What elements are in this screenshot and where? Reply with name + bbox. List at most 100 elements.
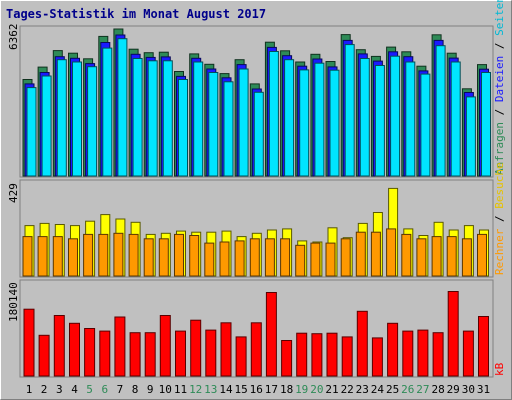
legend-anfragen: Anfragen: [493, 122, 506, 175]
visits-bar-rechner-19: [295, 244, 306, 277]
requests-bar-seiten-10: [162, 60, 173, 177]
requests-bar-seiten-28: [435, 45, 446, 177]
kb-bar-kb-22: [341, 336, 353, 377]
kb-bar-kb-26: [402, 330, 414, 377]
kb-bar-kb-2: [38, 334, 50, 377]
x-label-day-14: 14: [219, 383, 233, 396]
requests-bar-seiten-27: [420, 73, 431, 177]
requests-bar-seiten-6: [102, 47, 113, 177]
visits-bar-rechner-21: [325, 242, 336, 277]
requests-legend: Anfragen / Dateien / Seiten: [493, 0, 506, 175]
requests-bar-seiten-23: [359, 58, 370, 177]
kb-bar-kb-31: [478, 316, 489, 377]
x-label-day-3: 3: [56, 383, 63, 396]
legend-kb: kB: [493, 362, 506, 376]
requests-y-max-label: 6362: [7, 24, 20, 51]
visits-bar-rechner-31: [477, 233, 487, 277]
visits-bar-rechner-20: [310, 242, 321, 277]
kb-bar-kb-12: [190, 319, 202, 377]
chart-title: Tages-Statistik im Monat August 2017: [6, 7, 266, 21]
visits-bar-rechner-1: [22, 236, 33, 277]
kb-bar-kb-1: [23, 308, 35, 377]
kb-bar-kb-7: [114, 316, 126, 377]
visits-bar-rechner-28: [431, 236, 442, 277]
x-label-day-15: 15: [234, 383, 247, 396]
visits-bar-rechner-5: [83, 233, 94, 277]
requests-bar-seiten-15: [238, 68, 249, 177]
kb-bar-kb-9: [144, 332, 156, 377]
requests-bar-seiten-21: [329, 69, 340, 177]
visits-bar-rechner-2: [37, 236, 48, 277]
kb-bar-kb-18: [281, 340, 293, 377]
requests-panel: 6362 Anfragen / Dateien / Seiten: [7, 0, 506, 178]
legend-sep-3: /: [493, 209, 506, 229]
visits-y-max-label: 429: [7, 183, 20, 203]
kb-y-max-label: 180140: [7, 282, 20, 322]
requests-bar-seiten-25: [390, 55, 401, 177]
visits-bar-rechner-7: [113, 232, 124, 277]
kb-bar-kb-14: [220, 322, 232, 377]
kb-bar-kb-16: [250, 322, 262, 377]
visits-bar-rechner-25: [386, 228, 397, 277]
requests-bar-seiten-2: [41, 75, 52, 177]
x-label-day-2: 2: [41, 383, 48, 396]
requests-bar-seiten-30: [465, 96, 476, 177]
visits-bar-rechner-9: [143, 238, 154, 277]
requests-bar-seiten-16: [253, 91, 264, 177]
kb-bar-kb-13: [205, 329, 217, 377]
x-label-day-13: 13: [204, 383, 217, 396]
visits-bar-rechner-12: [189, 235, 200, 277]
visits-bar-rechner-11: [174, 233, 184, 277]
kb-bar-kb-25: [387, 322, 399, 377]
x-axis-labels: 1 2 3 4 5 6 7 8 9 10 11 12 13 14 15 16 17 18 19 20 21 22 23 24 2…: [26, 383, 490, 396]
x-label-day-1: 1: [26, 383, 33, 396]
x-label-day-26: 26: [401, 383, 414, 396]
requests-bar-seiten-4: [72, 61, 82, 177]
requests-bar-seiten-20: [314, 62, 325, 177]
visits-bar-rechner-15: [234, 240, 245, 277]
requests-bar-seiten-3: [56, 59, 67, 177]
kb-bar-kb-15: [235, 336, 247, 377]
visits-bar-rechner-14: [219, 241, 230, 277]
requests-bars: [22, 28, 491, 177]
kb-bar-kb-23: [356, 310, 368, 377]
visits-bar-rechner-30: [461, 238, 472, 277]
kb-bar-kb-21: [326, 332, 338, 377]
visits-bar-rechner-4: [68, 238, 78, 277]
visits-bar-rechner-27: [416, 238, 427, 277]
kb-bar-kb-27: [417, 329, 429, 377]
visits-legend: Rechner / Besuche: [493, 162, 506, 275]
requests-bar-seiten-31: [481, 72, 491, 177]
x-label-day-22: 22: [341, 383, 354, 396]
kb-bars: [23, 291, 489, 377]
visits-bar-rechner-10: [158, 238, 169, 277]
requests-bar-seiten-8: [132, 58, 143, 177]
visits-bar-rechner-6: [98, 233, 109, 277]
x-label-day-12: 12: [189, 383, 202, 396]
x-label-day-29: 29: [447, 383, 460, 396]
kb-bar-kb-10: [159, 315, 171, 377]
kb-bar-kb-8: [129, 332, 141, 377]
requests-bar-seiten-12: [193, 61, 204, 177]
visits-bar-rechner-16: [249, 238, 260, 277]
kb-bar-kb-19: [296, 332, 308, 377]
kb-bar-kb-20: [311, 333, 323, 377]
visits-bar-rechner-3: [52, 236, 63, 277]
visits-bar-rechner-29: [446, 236, 457, 277]
requests-bar-seiten-11: [178, 79, 188, 177]
legend-sep-1: /: [493, 102, 506, 122]
kb-bar-kb-6: [99, 330, 111, 377]
visits-bar-rechner-24: [370, 231, 381, 277]
x-label-day-16: 16: [250, 383, 263, 396]
requests-bar-seiten-5: [87, 66, 98, 177]
legend-dateien: Dateien: [493, 56, 506, 102]
x-label-day-8: 8: [132, 383, 139, 396]
visits-bars: [22, 187, 489, 277]
x-label-day-7: 7: [117, 383, 124, 396]
requests-bar-seiten-24: [374, 65, 385, 177]
visits-bar-rechner-26: [401, 233, 412, 277]
legend-besuche: Besuche: [493, 162, 506, 208]
kb-bar-kb-11: [175, 330, 186, 377]
